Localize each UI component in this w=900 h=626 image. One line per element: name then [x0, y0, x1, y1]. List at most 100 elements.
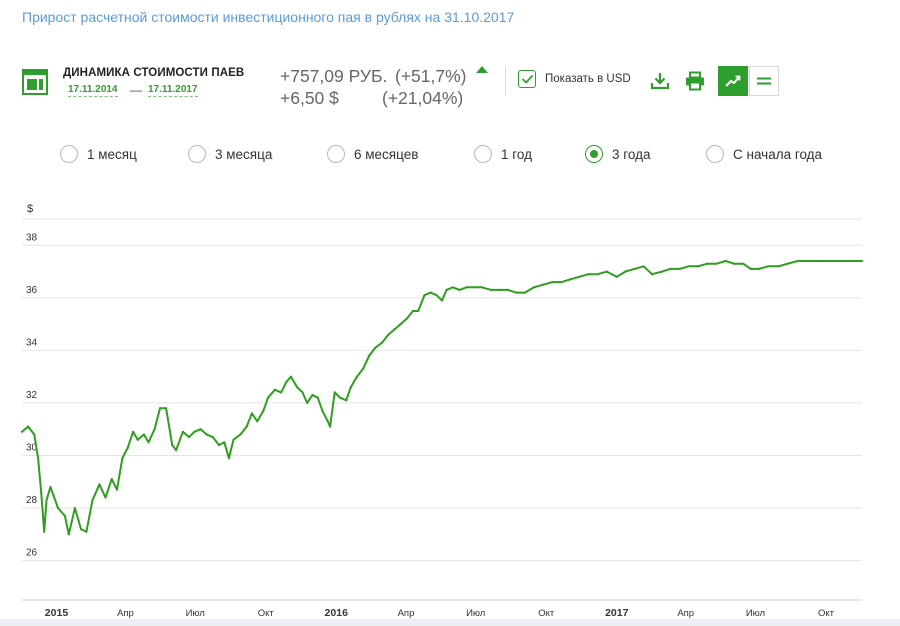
y-tick-label: 38 — [26, 232, 38, 243]
series-line — [21, 260, 862, 536]
period-radio-3y[interactable]: 3 года — [585, 145, 650, 163]
period-radio-6m[interactable]: 6 месяцев — [327, 145, 418, 163]
x-tick-label: Июл — [466, 608, 485, 619]
show-usd-checkbox[interactable] — [518, 70, 536, 88]
data-point — [171, 443, 174, 447]
data-point — [20, 430, 24, 433]
data-point — [435, 294, 438, 297]
period-radio-1y[interactable]: 1 год — [474, 145, 532, 163]
radio-circle[interactable] — [474, 145, 492, 163]
data-point — [345, 399, 348, 402]
data-point — [175, 449, 178, 452]
date-from-picker[interactable]: 17.11.2014 — [68, 84, 118, 97]
data-point — [285, 380, 288, 383]
data-point — [245, 425, 248, 428]
data-point — [669, 267, 672, 270]
period-label: 3 года — [612, 146, 651, 162]
data-point — [110, 478, 113, 481]
data-point — [724, 259, 727, 263]
y-tick-label: 26 — [26, 548, 38, 559]
data-point — [458, 288, 461, 291]
data-point — [40, 491, 43, 494]
data-point — [43, 530, 46, 533]
data-point — [67, 533, 70, 536]
data-point — [767, 265, 770, 268]
data-point — [650, 273, 654, 276]
download-button[interactable] — [645, 66, 675, 96]
data-point — [387, 333, 390, 336]
y-tick-label: 32 — [26, 390, 38, 401]
data-point — [339, 396, 342, 399]
data-point — [451, 286, 454, 289]
data-point — [104, 496, 107, 499]
data-point — [250, 412, 253, 415]
data-point — [542, 283, 545, 286]
data-point — [506, 288, 509, 291]
data-point — [165, 407, 168, 410]
data-point — [824, 259, 827, 263]
period-radio-1m[interactable]: 1 месяц — [60, 145, 137, 163]
radio-circle[interactable] — [60, 145, 78, 163]
data-point — [568, 278, 572, 281]
data-point — [405, 317, 408, 320]
period-radio-3m[interactable]: 3 месяца — [188, 145, 272, 163]
radio-circle[interactable] — [327, 145, 345, 163]
data-point — [49, 485, 52, 489]
checkmark-icon — [521, 74, 533, 83]
line-chart-view-button[interactable] — [718, 66, 748, 96]
y-tick-label: 30 — [26, 442, 38, 453]
data-point — [749, 267, 753, 270]
footer-strip — [0, 619, 900, 626]
data-point — [239, 433, 242, 436]
period-label: 6 месяцев — [354, 146, 419, 162]
data-point — [232, 438, 235, 441]
x-tick-label: Окт — [538, 608, 555, 619]
data-point — [480, 286, 483, 289]
data-point — [742, 262, 745, 265]
data-point — [842, 259, 845, 263]
data-point — [498, 288, 501, 291]
data-point — [660, 270, 664, 273]
print-icon — [686, 71, 704, 91]
data-point — [115, 488, 119, 491]
y-tick-label: 36 — [26, 285, 38, 296]
data-point — [289, 375, 293, 378]
date-to-picker[interactable]: 17.11.2017 — [148, 84, 198, 97]
download-icon — [650, 73, 670, 90]
radio-circle-selected[interactable] — [585, 145, 603, 163]
x-tick-label: Апр — [398, 608, 415, 619]
perf-rub-absolute: +757,09 РУБ. — [280, 66, 388, 86]
data-point — [642, 265, 645, 268]
x-tick-label: 2015 — [45, 607, 69, 619]
period-radio-ytd[interactable]: С начала года — [706, 145, 822, 163]
data-point — [786, 262, 789, 265]
data-point — [777, 265, 780, 268]
data-point — [301, 391, 304, 394]
print-button[interactable] — [680, 66, 710, 96]
data-point — [706, 262, 709, 265]
data-point — [678, 267, 681, 270]
data-point — [349, 386, 352, 389]
data-point — [98, 483, 101, 486]
data-point — [158, 407, 162, 410]
data-point — [860, 259, 864, 263]
data-point — [126, 446, 129, 449]
data-point — [73, 506, 76, 510]
data-point — [316, 396, 319, 399]
show-usd-label[interactable]: Показать в USD — [545, 73, 631, 85]
data-point — [355, 375, 358, 378]
radio-circle[interactable] — [188, 145, 206, 163]
x-tick-label: Июл — [186, 608, 205, 619]
table-view-button[interactable] — [749, 66, 779, 96]
data-point — [280, 391, 283, 394]
radio-circle[interactable] — [706, 145, 724, 163]
perf-rub-percent: (+51,7%) — [395, 66, 467, 86]
data-point — [153, 428, 156, 431]
period-label: 3 месяца — [215, 146, 273, 162]
x-tick-label: Окт — [818, 608, 835, 619]
y-axis-unit-label: $ — [27, 203, 33, 215]
data-point — [440, 299, 444, 302]
data-point — [532, 286, 536, 289]
data-point — [273, 388, 276, 391]
